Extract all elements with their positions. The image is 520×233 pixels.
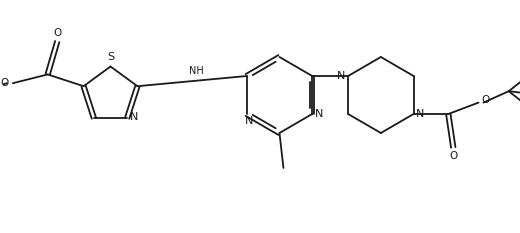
Text: N: N [130, 112, 138, 122]
Text: O: O [54, 28, 62, 38]
Text: S: S [108, 52, 114, 62]
Text: O: O [1, 78, 8, 88]
Text: O: O [450, 151, 458, 161]
Text: NH: NH [189, 66, 203, 76]
Text: N: N [337, 71, 345, 80]
Text: N: N [315, 109, 323, 119]
Text: N: N [244, 116, 253, 127]
Text: N: N [417, 109, 425, 119]
Text: O: O [482, 95, 490, 105]
